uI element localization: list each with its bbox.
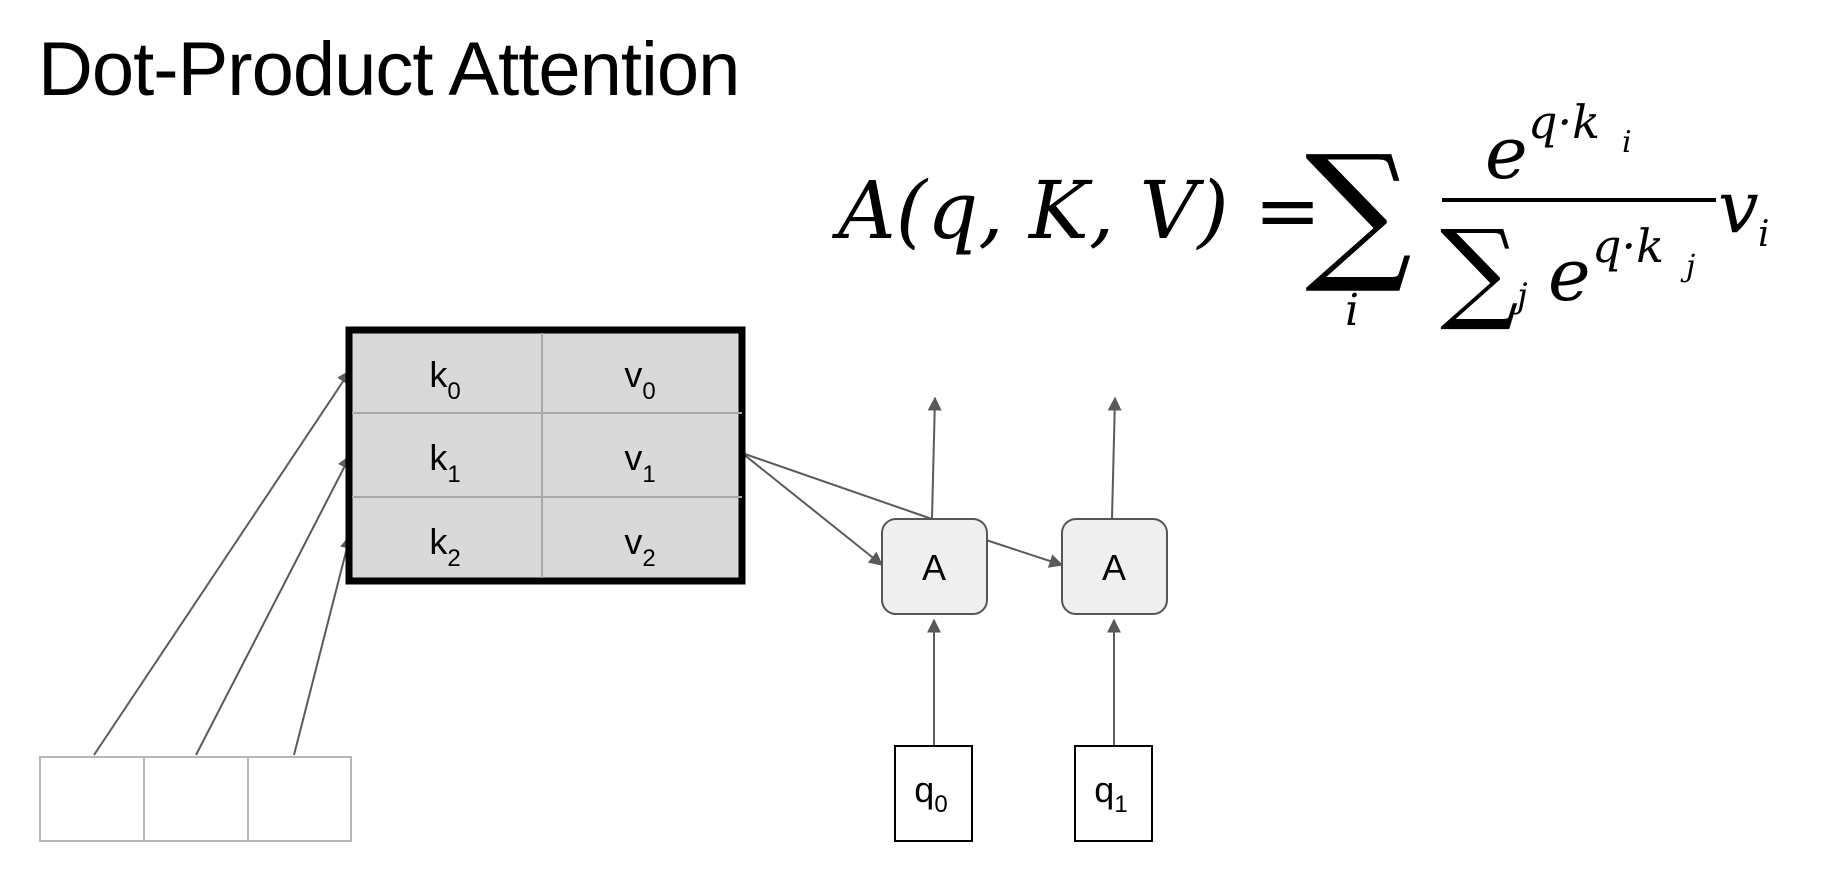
arrow-input-to-row-0 (93, 369, 351, 756)
query-1-box (1074, 745, 1153, 842)
attention-node-1-box (1061, 518, 1168, 615)
arrow-node-1-output (1107, 396, 1122, 519)
value-2: v2 (624, 521, 655, 572)
query-0-box (894, 745, 973, 842)
formula-sum-index: i (1345, 285, 1359, 336)
formula-lhs: A(q, K, V) = (831, 164, 1321, 257)
key-0: k0 (429, 354, 460, 405)
arrow-node-0-to-node-1 (985, 539, 1064, 568)
attention-node-0-label: A (922, 547, 946, 588)
attention-node-0-box (881, 518, 988, 615)
value-0: v0 (624, 354, 655, 405)
query-1-label: q1 (1094, 769, 1127, 818)
attention-node-1-label: A (1102, 547, 1126, 588)
memory-table: k0 v0 k1 v1 k2 v2 (345, 326, 746, 585)
denominator-sum-symbol: ∑ (1440, 206, 1519, 334)
attention-formula: A(q, K, V) = ∑ i e q·k i ∑ j e q·k j v i (831, 95, 1770, 336)
arrow-memory-to-node-0 (741, 452, 884, 566)
key-1: k1 (429, 437, 460, 488)
key-2: k2 (429, 521, 460, 572)
attention-node-0: A (881, 518, 988, 615)
denominator-exponent: q·k (1592, 219, 1664, 273)
formula-sum-symbol: ∑ (1305, 124, 1412, 298)
connections (93, 369, 1122, 756)
input-cell-0 (39, 756, 145, 842)
input-cell-1 (143, 756, 249, 842)
numerator-exponent: q·k (1528, 95, 1600, 149)
formula-value-sub: i (1758, 214, 1770, 255)
arrow-input-to-row-2 (293, 534, 354, 756)
query-0: q0 (894, 745, 973, 842)
memory-table-frame (345, 326, 746, 585)
query-1: q1 (1074, 745, 1153, 842)
arrow-input-to-row-1 (195, 454, 351, 756)
line-memory-to-node-0-top (741, 452, 933, 520)
input-cell-2 (247, 756, 352, 842)
attention-node-1: A (1061, 518, 1168, 615)
denominator-base: e (1548, 233, 1591, 317)
value-1: v1 (624, 437, 655, 488)
numerator-base: e (1485, 111, 1528, 195)
arrow-node-0-output (927, 396, 942, 519)
input-sequence (39, 756, 352, 842)
slide-title: Dot-Product Attention (38, 27, 739, 112)
denominator-exponent-sub: j (1680, 249, 1695, 284)
numerator-exponent-sub: i (1622, 125, 1632, 160)
formula-value: v (1718, 165, 1759, 249)
query-0-label: q0 (914, 769, 947, 818)
